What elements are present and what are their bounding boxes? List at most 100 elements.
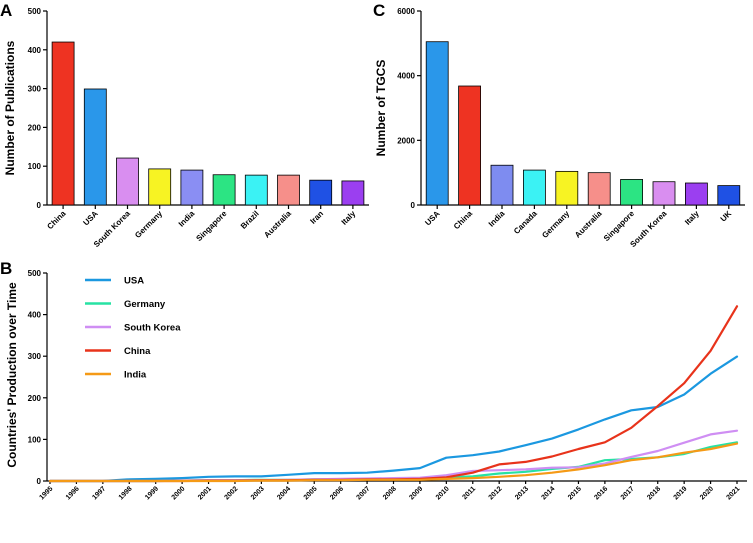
panel-b-y-axis-label: Countries' Production over Time xyxy=(5,282,19,468)
c-bar-italy xyxy=(685,182,708,206)
c-category-label: Italy xyxy=(683,209,701,227)
b-year-label: 2009 xyxy=(408,485,424,501)
b-series-line-usa xyxy=(48,355,739,483)
a-category-label: India xyxy=(177,209,197,229)
b-year-label: 1999 xyxy=(144,485,160,501)
b-year-label: 2000 xyxy=(171,485,187,501)
panel-c-category-labels: USA China India Canada Germany AustraliaSinga… xyxy=(423,209,733,249)
c-bar-germany xyxy=(555,170,579,206)
b-y-tick-label: 200 xyxy=(28,394,42,403)
panel-c-tgcs-bar-chart: C Number of TGCS 0 2000 4000 6000 USA China I… xyxy=(373,1,745,249)
b-y-tick-label: 300 xyxy=(28,352,42,361)
a-bar-italy xyxy=(341,180,365,206)
b-year-label: 1998 xyxy=(118,485,134,501)
c-bar-south-korea xyxy=(652,181,676,206)
c-bar-china xyxy=(458,85,482,206)
b-legend-label: India xyxy=(124,370,147,381)
c-category-label: India xyxy=(487,209,507,229)
b-year-label: 2002 xyxy=(223,485,239,501)
panel-c-y-axis-label: Number of TGCS xyxy=(374,60,388,157)
b-year-label: 2020 xyxy=(699,485,715,501)
a-bar-germany xyxy=(148,168,172,206)
b-year-label: 2005 xyxy=(303,485,319,501)
a-bar-china xyxy=(51,41,75,206)
b-series-line-india xyxy=(48,442,739,483)
a-bar-singapore xyxy=(212,174,236,206)
b-y-tick-label: 0 xyxy=(37,477,42,486)
b-y-tick-label: 400 xyxy=(28,311,42,320)
c-y-tick-label: 0 xyxy=(411,201,416,210)
panel-b-legend: USA Germany South Korea China India xyxy=(85,276,181,381)
c-y-tick-label: 4000 xyxy=(397,72,415,81)
panel-b-series-lines xyxy=(48,305,739,483)
panel-a-y-axis-label: Number of Publications xyxy=(3,40,17,175)
c-category-label: UK xyxy=(719,209,734,224)
panel-b-production-line-chart: B Countries' Production over Time 0 100 20… xyxy=(0,259,747,501)
a-y-tick-label: 300 xyxy=(28,85,42,94)
b-year-label: 2003 xyxy=(250,485,266,501)
a-category-label: Iran xyxy=(308,209,325,226)
a-y-tick-label: 100 xyxy=(28,162,42,171)
b-year-label: 1997 xyxy=(91,485,107,501)
b-year-label: 2012 xyxy=(488,485,504,501)
panel-a-letter: A xyxy=(0,1,12,20)
a-y-tick-label: 200 xyxy=(28,123,42,132)
a-category-label: USA xyxy=(81,209,99,227)
a-bar-usa xyxy=(83,88,107,206)
b-year-label: 2010 xyxy=(435,485,451,501)
c-category-label: USA xyxy=(423,209,441,227)
a-category-label: China xyxy=(45,209,67,231)
b-year-label: 2018 xyxy=(646,485,662,501)
b-y-tick-label: 500 xyxy=(28,269,42,278)
c-bar-usa xyxy=(425,41,449,206)
panel-b-year-labels: 1995 1996 1997 1998 1999 2000 2001 2002 2003 2004… xyxy=(38,485,741,501)
b-year-label: 2016 xyxy=(593,485,609,501)
b-year-label: 2007 xyxy=(356,485,372,501)
c-y-tick-label: 2000 xyxy=(397,136,415,145)
c-bar-india xyxy=(490,164,514,206)
b-year-label: 2017 xyxy=(620,485,636,501)
b-year-label: 2013 xyxy=(514,485,530,501)
c-category-label: Canada xyxy=(512,209,539,236)
b-legend-label: Germany xyxy=(124,299,166,310)
panel-c-bars xyxy=(425,41,741,206)
b-series-line-south-korea xyxy=(48,429,739,483)
b-year-label: 2004 xyxy=(276,485,292,501)
panel-c-letter: C xyxy=(373,1,385,20)
a-bar-india xyxy=(180,169,204,206)
b-year-label: 2006 xyxy=(329,485,345,501)
a-bar-brazil xyxy=(244,174,268,206)
c-category-label: China xyxy=(452,209,474,231)
c-y-tick-label: 6000 xyxy=(397,7,415,16)
panel-a-bars xyxy=(51,41,365,206)
a-bar-australia xyxy=(277,174,300,206)
b-year-label: 1995 xyxy=(38,485,54,501)
a-bar-iran xyxy=(309,179,333,206)
c-bar-australia xyxy=(587,172,611,206)
c-category-label: Germany xyxy=(540,209,571,240)
c-bar-uk xyxy=(717,185,741,206)
b-year-label: 2001 xyxy=(197,485,213,501)
b-y-tick-label: 100 xyxy=(28,435,42,444)
b-year-label: 2019 xyxy=(673,485,689,501)
b-year-label: 1996 xyxy=(65,485,81,501)
c-bar-canada xyxy=(523,169,546,206)
a-y-tick-label: 400 xyxy=(28,46,42,55)
a-category-label: Brazil xyxy=(239,209,261,231)
b-legend-label: South Korea xyxy=(124,323,181,334)
panel-b-letter: B xyxy=(0,259,12,278)
b-year-label: 2011 xyxy=(461,485,477,501)
a-category-label: Germany xyxy=(133,209,164,240)
c-category-label: Australia xyxy=(573,209,604,240)
a-y-tick-label: 500 xyxy=(28,7,42,16)
b-year-label: 2021 xyxy=(725,485,741,501)
a-category-label: Australia xyxy=(262,209,293,240)
c-bar-singapore xyxy=(620,179,643,206)
a-y-tick-label: 0 xyxy=(37,201,42,210)
a-category-label: Italy xyxy=(340,209,358,227)
panel-a-publications-bar-chart: A Number of Publications 0 100 200 300 400 50… xyxy=(0,1,369,249)
a-category-label: Singapore xyxy=(194,209,228,243)
b-year-label: 2014 xyxy=(540,485,556,501)
